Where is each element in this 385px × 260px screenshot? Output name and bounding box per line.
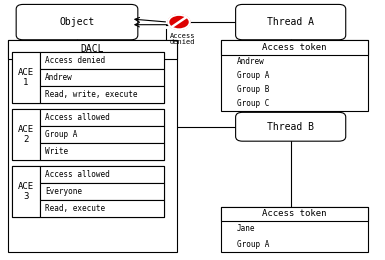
Bar <box>40 143 164 160</box>
Bar <box>221 207 368 252</box>
Bar <box>12 52 40 103</box>
Bar <box>8 40 177 252</box>
Text: ACE
2: ACE 2 <box>18 125 34 144</box>
Text: Object: Object <box>59 17 95 27</box>
FancyBboxPatch shape <box>236 4 346 40</box>
Text: ACE
1: ACE 1 <box>18 68 34 87</box>
Text: Group C: Group C <box>237 99 269 108</box>
Text: Thread A: Thread A <box>267 17 314 27</box>
Bar <box>221 207 368 221</box>
Bar <box>12 166 40 217</box>
Text: Access token: Access token <box>262 209 327 218</box>
Text: Read, execute: Read, execute <box>45 204 105 213</box>
Text: Read, write, execute: Read, write, execute <box>45 90 137 99</box>
Text: Access allowed: Access allowed <box>45 170 110 179</box>
Text: Group A: Group A <box>237 71 269 80</box>
Bar <box>40 126 164 143</box>
Text: Jane: Jane <box>237 224 255 233</box>
Bar <box>12 109 164 160</box>
Bar <box>221 40 368 110</box>
Bar <box>8 40 177 58</box>
FancyBboxPatch shape <box>236 112 346 141</box>
Bar <box>12 109 40 160</box>
Text: ACE
3: ACE 3 <box>18 182 34 202</box>
Text: Access
denied: Access denied <box>170 32 196 46</box>
Bar <box>40 183 164 200</box>
Text: Andrew: Andrew <box>237 57 264 66</box>
FancyBboxPatch shape <box>16 4 138 40</box>
Text: Everyone: Everyone <box>45 187 82 196</box>
Text: Group A: Group A <box>237 240 269 249</box>
Text: Write: Write <box>45 147 68 156</box>
Text: Andrew: Andrew <box>45 73 73 82</box>
Circle shape <box>168 15 190 29</box>
Bar <box>40 69 164 86</box>
Bar <box>40 200 164 217</box>
Bar <box>40 52 164 69</box>
Bar <box>12 52 164 103</box>
Bar <box>221 40 368 55</box>
Text: Access allowed: Access allowed <box>45 113 110 122</box>
Bar <box>40 86 164 103</box>
Text: DACL: DACL <box>80 44 104 54</box>
Bar <box>40 166 164 183</box>
Text: Access token: Access token <box>262 43 327 52</box>
Text: Thread B: Thread B <box>267 122 314 132</box>
Text: Group A: Group A <box>45 130 77 139</box>
Text: Access denied: Access denied <box>45 56 105 65</box>
Bar <box>12 166 164 217</box>
Bar <box>40 109 164 126</box>
Text: Group B: Group B <box>237 85 269 94</box>
